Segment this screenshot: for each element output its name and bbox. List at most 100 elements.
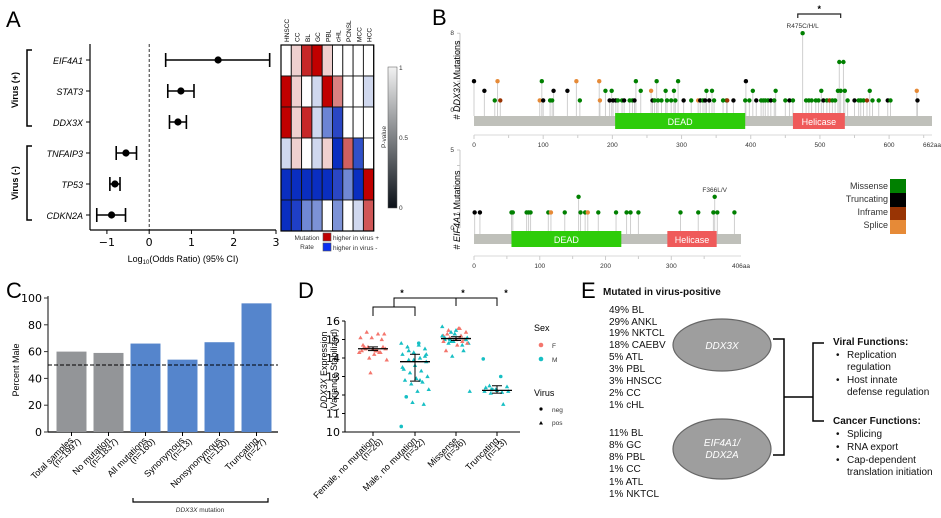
mutation-point xyxy=(725,98,730,103)
lollipop-x-tick-label: 400 xyxy=(745,142,756,149)
heatmap-cell xyxy=(342,137,354,170)
d-y-tick-label: 13 xyxy=(326,371,340,384)
mutation-type-legend: Missense Truncating Inframe Splice xyxy=(846,179,906,234)
heatmap-cell xyxy=(290,168,303,201)
mutation-point xyxy=(832,98,838,103)
d-point xyxy=(402,378,408,382)
heatmap-column-label: cHL xyxy=(336,30,343,42)
d-point xyxy=(463,329,469,334)
heatmap-cell xyxy=(290,199,303,232)
forest-x-tick-label: 0 xyxy=(146,236,153,249)
mutation-point xyxy=(743,79,749,84)
forest-x-tick-label: 3 xyxy=(273,236,280,249)
d-point xyxy=(406,348,411,353)
mutation-point xyxy=(574,79,579,84)
mutation-point xyxy=(655,98,661,103)
d-point xyxy=(452,331,457,336)
ddx3x-frequency-item: 5% ATL xyxy=(609,352,644,363)
cancer-function-item: Splicing xyxy=(847,429,882,440)
heatmap-cell xyxy=(290,75,303,108)
mutation-point xyxy=(603,88,608,94)
protein-domain-label: DEAD xyxy=(668,117,694,127)
lollipop-y-tick-label: 0 xyxy=(450,107,454,114)
heatmap-cell xyxy=(362,168,375,201)
c-y-tick-label: 40 xyxy=(28,372,42,385)
mutation-rate-label: Mutation xyxy=(295,235,320,242)
viral-function-item: regulation xyxy=(847,362,891,373)
heatmap-column-label: MCC xyxy=(356,27,363,42)
legend-truncating-swatch xyxy=(890,193,906,207)
d-point xyxy=(399,341,404,345)
legend-sex-title: Sex xyxy=(534,323,550,333)
forest-point xyxy=(174,118,182,126)
ylabel-suffix: Mutations xyxy=(452,170,462,212)
eif4a1-frequency-item: 11% BL xyxy=(609,428,644,439)
viral-function-item: defense regulation xyxy=(847,387,929,398)
heatmap-column-label: GC xyxy=(315,32,322,42)
mutation-point xyxy=(638,88,643,94)
ddx3x-ellipse xyxy=(672,318,772,372)
ddx3x-mutation-bracket-label: DDX3X mutation xyxy=(176,507,225,514)
xlabel-part: Log xyxy=(128,254,143,264)
ddx3x-ellipse-label: DDX3X xyxy=(705,341,739,352)
heatmap-column-label: HNSCC xyxy=(284,19,291,42)
mutation-point xyxy=(615,98,621,103)
xlabel-subscript: 10 xyxy=(143,260,150,266)
mutation-point xyxy=(709,88,715,94)
d-point xyxy=(372,352,377,356)
lollipop-x-tick-label: 100 xyxy=(534,263,545,270)
significance-bracket xyxy=(797,13,842,18)
virus-pos-label: Virus (+) xyxy=(10,72,20,108)
mutation-point xyxy=(711,210,716,215)
lollipop-x-end-label: 406aa xyxy=(732,263,750,270)
heatmap-column-label: PBL xyxy=(325,29,332,42)
ddx3x-y-axis-label: # DDX3X Mutations xyxy=(452,40,462,120)
mutation-point xyxy=(633,79,639,84)
lollipop-x-tick-label: 600 xyxy=(884,142,895,149)
c-bar xyxy=(93,352,124,432)
mutation-point xyxy=(562,210,567,215)
mutation-point xyxy=(492,98,497,103)
forest-point xyxy=(107,211,116,219)
eif4a1-lollipop-plot: 0 5 DEAD Helicase 0 100 200 300 406aa F366L/V xyxy=(450,147,750,270)
mutation-point xyxy=(663,88,668,94)
eif4a1-frequency-item: 8% PBL xyxy=(609,452,646,463)
hotspot-annotation: R475C/H/L xyxy=(787,23,820,30)
lollipop-x-tick-label: 300 xyxy=(666,263,677,270)
legend-inframe-swatch xyxy=(890,207,906,220)
mutation-point xyxy=(768,98,774,103)
mutation-point xyxy=(720,98,726,103)
d-point xyxy=(364,329,369,334)
protein-domain-label: Helicase xyxy=(675,235,710,245)
forest-gene-label: CDKN2A xyxy=(46,211,83,221)
d-point xyxy=(460,339,465,343)
eif4a1-frequency-item: 8% GC xyxy=(609,440,641,451)
mutation-point xyxy=(864,98,870,103)
heatmap-cell xyxy=(332,168,344,201)
d-point xyxy=(415,389,420,393)
d-point xyxy=(487,383,492,388)
d-y-tick-label: 11 xyxy=(326,408,340,421)
legend-male-label: M xyxy=(552,357,557,364)
lollipop-x-tick-label: 300 xyxy=(676,142,687,149)
d-sig-bracket xyxy=(393,297,498,307)
mutation-point xyxy=(689,98,694,103)
mutation-point xyxy=(732,210,737,215)
c-bar xyxy=(130,343,161,432)
mutation-point xyxy=(819,88,824,94)
d-point xyxy=(446,341,451,345)
cancer-function-bullet: • xyxy=(836,442,840,453)
d-point xyxy=(421,402,426,406)
lollipop-x-tick-label: 500 xyxy=(814,142,825,149)
functions-bracket xyxy=(812,342,824,422)
colorbar-tick: 0.5 xyxy=(399,135,408,142)
heatmap-cell xyxy=(321,75,333,108)
xlabel-part: (Odds Ratio) (95% CI) xyxy=(149,254,238,264)
mutation-point xyxy=(636,210,641,215)
heatmap-border xyxy=(280,44,375,232)
cancer-function-bullet: • xyxy=(836,455,840,466)
heatmap-cell xyxy=(280,168,292,201)
panel-letter-e: E xyxy=(581,278,596,303)
mutation-point xyxy=(668,98,674,103)
mutation-point xyxy=(597,79,602,84)
